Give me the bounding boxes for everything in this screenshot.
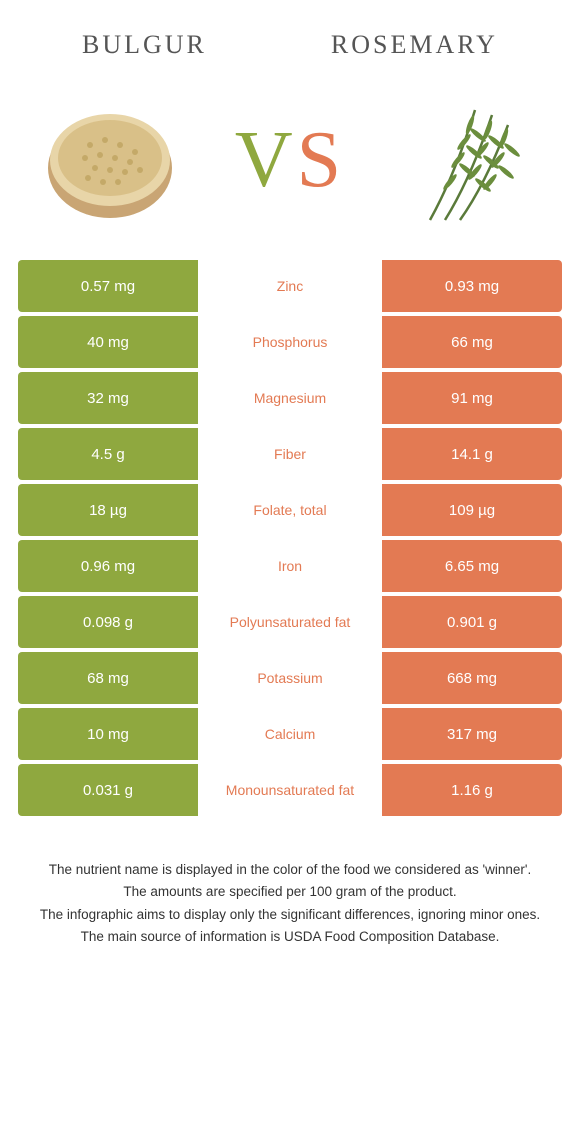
footnote-line: The nutrient name is displayed in the co… (30, 860, 550, 880)
footnote-line: The main source of information is USDA F… (30, 927, 550, 947)
nutrient-label: Folate, total (198, 484, 382, 536)
table-row: 32 mgMagnesium91 mg (18, 372, 562, 424)
value-left: 0.57 mg (18, 260, 198, 312)
vs-label: VS (235, 115, 345, 206)
table-row: 4.5 gFiber14.1 g (18, 428, 562, 480)
value-right: 317 mg (382, 708, 562, 760)
vs-s: S (297, 116, 346, 204)
value-left: 0.96 mg (18, 540, 198, 592)
table-row: 0.96 mgIron6.65 mg (18, 540, 562, 592)
value-right: 91 mg (382, 372, 562, 424)
table-row: 40 mgPhosphorus66 mg (18, 316, 562, 368)
nutrient-label: Magnesium (198, 372, 382, 424)
value-left: 68 mg (18, 652, 198, 704)
value-right: 66 mg (382, 316, 562, 368)
value-left: 40 mg (18, 316, 198, 368)
nutrient-label: Polyunsaturated fat (198, 596, 382, 648)
table-row: 0.098 gPolyunsaturated fat0.901 g (18, 596, 562, 648)
value-right: 6.65 mg (382, 540, 562, 592)
nutrient-label: Monounsaturated fat (198, 764, 382, 816)
comparison-table: 0.57 mgZinc0.93 mg40 mgPhosphorus66 mg32… (0, 260, 580, 816)
footnote-line: The amounts are specified per 100 gram o… (30, 882, 550, 902)
table-row: 68 mgPotassium668 mg (18, 652, 562, 704)
value-left: 32 mg (18, 372, 198, 424)
footnote: The nutrient name is displayed in the co… (0, 820, 580, 969)
value-right: 14.1 g (382, 428, 562, 480)
nutrient-label: Calcium (198, 708, 382, 760)
value-left: 0.098 g (18, 596, 198, 648)
nutrient-label: Zinc (198, 260, 382, 312)
value-left: 10 mg (18, 708, 198, 760)
food-right-image (400, 90, 540, 230)
table-row: 10 mgCalcium317 mg (18, 708, 562, 760)
value-right: 109 µg (382, 484, 562, 536)
food-left-title: BULGUR (82, 30, 207, 60)
header: BULGUR ROSEMARY (0, 0, 580, 70)
value-left: 4.5 g (18, 428, 198, 480)
value-right: 0.901 g (382, 596, 562, 648)
value-left: 0.031 g (18, 764, 198, 816)
footnote-line: The infographic aims to display only the… (30, 905, 550, 925)
images-row: VS (0, 70, 580, 260)
value-right: 668 mg (382, 652, 562, 704)
food-left-image (40, 90, 180, 230)
nutrient-label: Phosphorus (198, 316, 382, 368)
table-row: 18 µgFolate, total109 µg (18, 484, 562, 536)
table-row: 0.57 mgZinc0.93 mg (18, 260, 562, 312)
nutrient-label: Iron (198, 540, 382, 592)
table-row: 0.031 gMonounsaturated fat1.16 g (18, 764, 562, 816)
nutrient-label: Fiber (198, 428, 382, 480)
vs-v: V (235, 116, 297, 204)
value-right: 1.16 g (382, 764, 562, 816)
value-right: 0.93 mg (382, 260, 562, 312)
nutrient-label: Potassium (198, 652, 382, 704)
food-right-title: ROSEMARY (331, 30, 498, 60)
value-left: 18 µg (18, 484, 198, 536)
